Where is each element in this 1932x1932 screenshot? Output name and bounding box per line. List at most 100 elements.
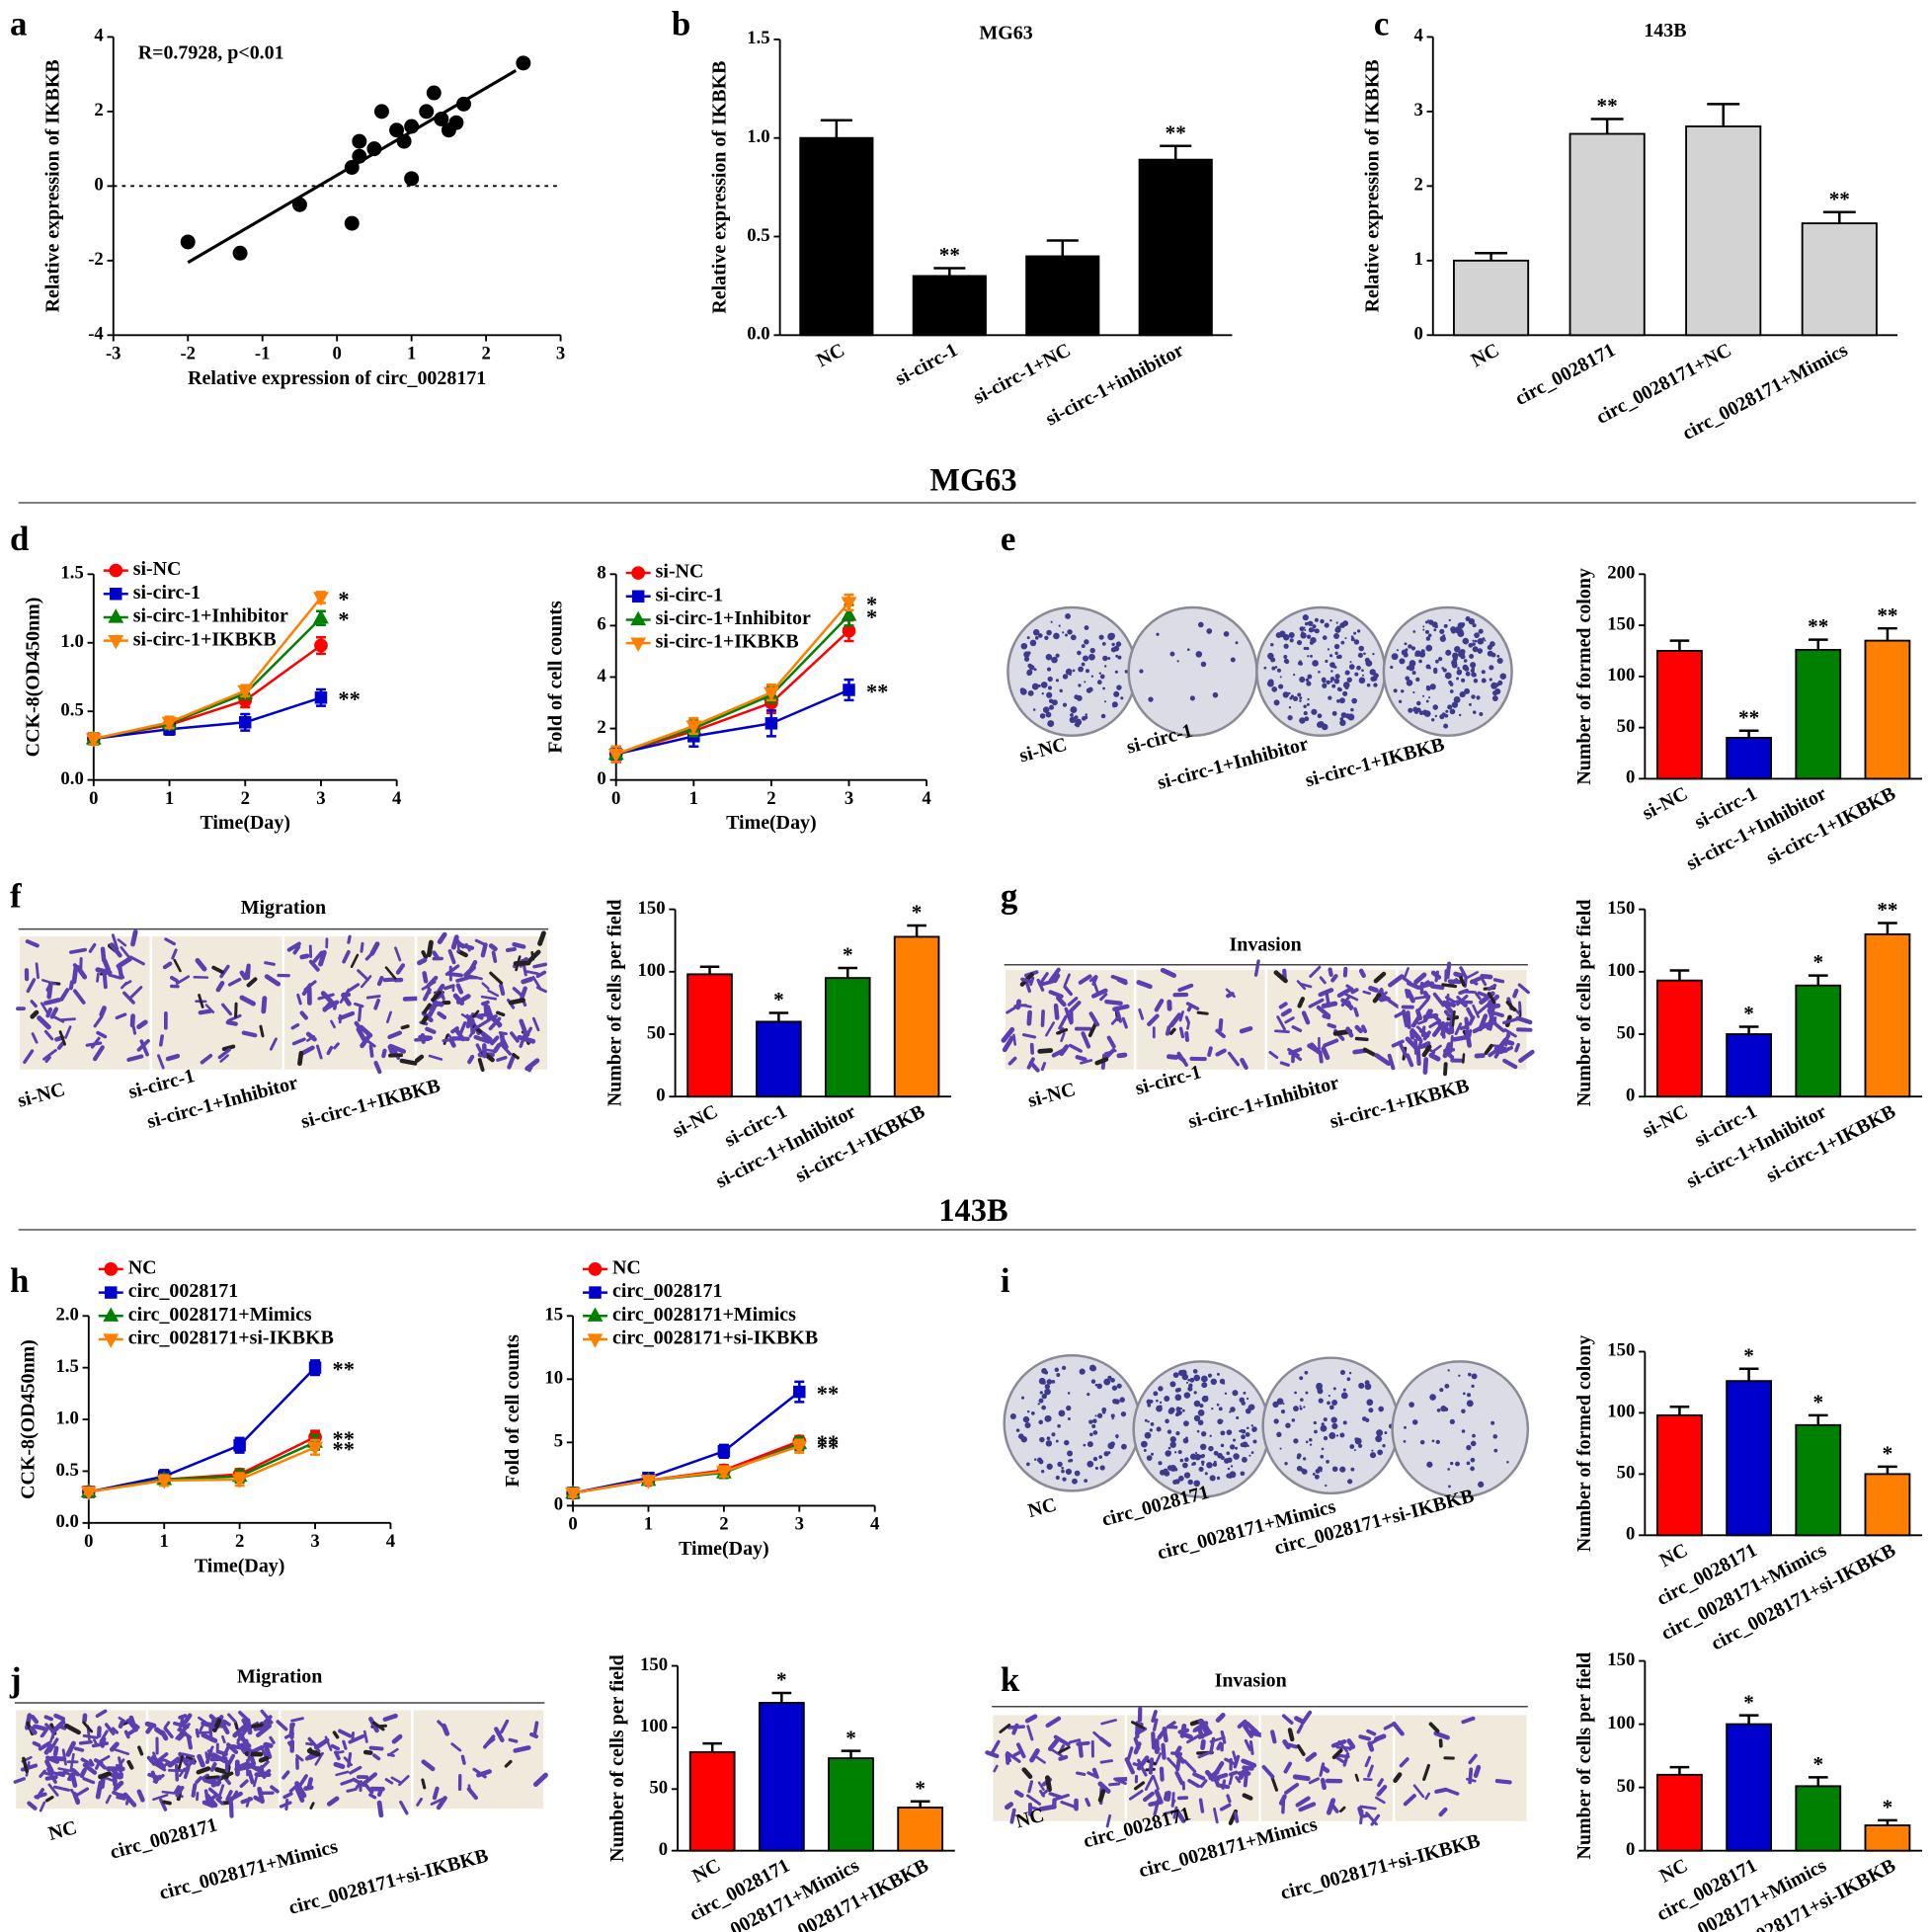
colony [1139, 669, 1144, 674]
colony [1235, 1446, 1239, 1450]
cell [1154, 1752, 1163, 1766]
colony [1187, 1378, 1190, 1382]
significance: ** [1738, 705, 1759, 729]
colony [1414, 653, 1418, 657]
colony [1240, 1428, 1244, 1433]
cell [1216, 1783, 1231, 1790]
cell [1138, 1007, 1145, 1020]
colony [1084, 625, 1089, 630]
colony [1349, 661, 1352, 664]
colony [1055, 679, 1060, 683]
legend-label: si-NC [133, 558, 182, 580]
cell [233, 1721, 239, 1731]
cell [1148, 1757, 1155, 1775]
y-tick-label: 1 [1413, 249, 1422, 270]
bar [824, 977, 871, 1098]
cell [1208, 1769, 1220, 1781]
colony [1147, 1403, 1152, 1408]
significance: ** [332, 1357, 354, 1382]
bar [1795, 1423, 1842, 1537]
cell [102, 971, 108, 990]
cell [532, 962, 548, 969]
cell [521, 976, 534, 985]
y-axis-label: Relative expression of IKBKB [41, 59, 63, 312]
colony [1472, 639, 1475, 642]
cell [1327, 1022, 1336, 1029]
bar [1864, 1824, 1911, 1852]
colony [1350, 1467, 1355, 1472]
cell [1296, 1743, 1306, 1756]
colony [1449, 1461, 1454, 1466]
y-tick-label: 2.0 [55, 1305, 78, 1326]
colony [1072, 1478, 1078, 1485]
colony [1449, 1418, 1455, 1425]
cell [1235, 1776, 1242, 1784]
cell [162, 961, 173, 970]
cell [137, 1745, 144, 1756]
colony [1329, 680, 1333, 684]
colony [1307, 674, 1313, 680]
x-tick-label: 1 [689, 788, 698, 809]
colony [1445, 649, 1452, 656]
cell [402, 996, 420, 1002]
cell [1320, 1777, 1327, 1791]
colony [1245, 1408, 1251, 1414]
scatter-point [291, 197, 307, 212]
colony [1303, 704, 1307, 709]
cell [512, 1052, 520, 1060]
colony [1175, 1430, 1180, 1436]
cell [437, 1720, 448, 1731]
cell [294, 1781, 307, 1799]
y-tick-label: 0 [1626, 1839, 1635, 1860]
cell [1461, 1053, 1466, 1064]
cell [1468, 1767, 1474, 1785]
cell [1045, 1021, 1056, 1037]
cell [128, 1715, 138, 1732]
colony [1172, 1480, 1178, 1485]
colony [1103, 700, 1107, 703]
colony [1353, 639, 1360, 645]
colony [1092, 1456, 1098, 1462]
y-axis-label: Number of cells per field [1573, 1652, 1595, 1860]
cell [1361, 1024, 1368, 1033]
bar [1795, 1785, 1842, 1852]
cell [1232, 1750, 1238, 1764]
cell [492, 1042, 502, 1054]
data-point [841, 606, 857, 621]
cell [1142, 1791, 1155, 1803]
cell [291, 1037, 306, 1046]
legend-marker [110, 588, 122, 601]
series-line [93, 696, 322, 741]
colony [1299, 696, 1303, 700]
x-tick-label: 1 [160, 1531, 169, 1552]
error-bar [1878, 1818, 1897, 1826]
y-tick-label: 8 [597, 563, 605, 584]
colony [1325, 1484, 1328, 1488]
colony [1276, 668, 1282, 673]
colony [1285, 1422, 1291, 1428]
scatter-point [404, 171, 420, 187]
cell [1218, 1017, 1224, 1032]
colony [1156, 1405, 1163, 1412]
cell [1184, 1031, 1189, 1042]
y-axis-label: Number of formed colony [1573, 1335, 1595, 1552]
cell [1504, 1031, 1510, 1047]
cell [499, 1041, 513, 1056]
bar [1726, 1723, 1772, 1852]
colony [1051, 1432, 1056, 1437]
cell [1348, 1744, 1355, 1751]
colony [1401, 689, 1405, 693]
cell [1354, 1036, 1369, 1042]
colony [1335, 625, 1341, 631]
cell [1021, 1033, 1037, 1039]
colony [1309, 640, 1315, 645]
colony [1227, 1467, 1231, 1471]
colony [1094, 1466, 1099, 1471]
cell [116, 1763, 124, 1777]
cell [1282, 1739, 1291, 1750]
colony [1363, 652, 1366, 656]
cell [1168, 1012, 1182, 1028]
colony [1287, 715, 1293, 721]
colony [1322, 680, 1326, 684]
colony [1280, 1409, 1286, 1414]
